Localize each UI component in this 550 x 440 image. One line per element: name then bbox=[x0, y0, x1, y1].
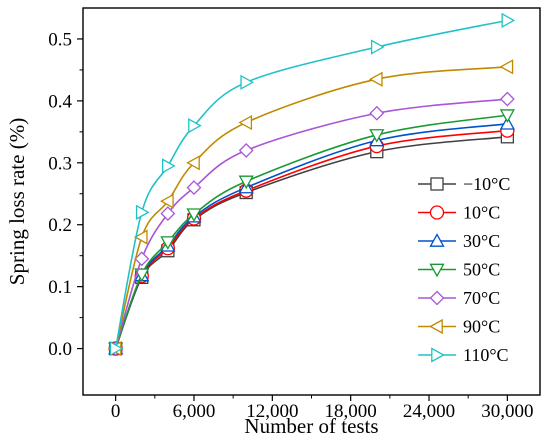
data-point bbox=[160, 236, 176, 250]
legend-item: 10°C bbox=[418, 203, 500, 223]
y-axis-title: Spring loss rate (%) bbox=[5, 118, 29, 285]
data-point bbox=[369, 105, 385, 121]
y-tick-label: 0.5 bbox=[48, 29, 72, 50]
legend-label: 110°C bbox=[463, 345, 509, 365]
legend-label: −10°C bbox=[463, 174, 510, 194]
data-point bbox=[160, 193, 174, 209]
legend-marker bbox=[429, 290, 445, 306]
legend-item: −10°C bbox=[418, 174, 510, 194]
y-tick-label: 0.2 bbox=[48, 215, 72, 236]
data-point bbox=[186, 208, 202, 223]
legend-marker bbox=[429, 263, 445, 278]
data-point bbox=[238, 142, 254, 158]
data-point bbox=[160, 206, 176, 221]
y-tick-label: 0.1 bbox=[48, 277, 72, 298]
legend-item: 30°C bbox=[418, 231, 500, 251]
data-point bbox=[501, 12, 516, 28]
legend-marker bbox=[431, 347, 445, 363]
data-point bbox=[186, 155, 200, 171]
data-point bbox=[133, 229, 148, 245]
series-line bbox=[114, 135, 508, 349]
legend-label: 90°C bbox=[463, 317, 500, 337]
y-tick-label: 0.3 bbox=[48, 153, 72, 174]
plot-series-layer bbox=[107, 12, 516, 357]
series-line bbox=[114, 114, 508, 349]
legend-label: 10°C bbox=[463, 203, 500, 223]
data-point bbox=[499, 91, 515, 107]
legend-marker bbox=[429, 233, 445, 247]
series-line bbox=[114, 19, 508, 349]
legend-marker bbox=[430, 177, 444, 191]
data-point bbox=[499, 115, 515, 130]
series-line bbox=[114, 66, 508, 349]
legend-label: 50°C bbox=[463, 260, 500, 280]
data-point bbox=[238, 175, 254, 190]
y-tick-label: 0.0 bbox=[48, 339, 72, 360]
legend-item: 50°C bbox=[418, 260, 500, 280]
x-tick-label: 0 bbox=[111, 401, 121, 422]
data-point bbox=[134, 251, 150, 267]
series-50C bbox=[108, 109, 515, 357]
series-line bbox=[114, 122, 508, 349]
legend-marker bbox=[429, 318, 443, 335]
series-110C bbox=[109, 12, 516, 357]
x-axis-title: Number of tests bbox=[244, 414, 378, 438]
x-tick-label: 24,000 bbox=[403, 401, 455, 422]
plot-frame bbox=[82, 7, 541, 396]
data-point bbox=[134, 268, 150, 283]
data-point bbox=[162, 158, 176, 174]
legend-item: 70°C bbox=[418, 288, 500, 308]
data-point bbox=[369, 129, 385, 143]
data-point bbox=[238, 114, 253, 131]
axes-layer: 0 6,000 12,000 18,000 24,000 30,000 0.0 0.1 0.2 0… bbox=[48, 29, 533, 422]
data-point bbox=[368, 71, 383, 87]
y-tick-label: 0.4 bbox=[48, 91, 72, 112]
data-point bbox=[109, 340, 124, 357]
series-70C bbox=[108, 91, 515, 356]
legend-label: 70°C bbox=[463, 288, 500, 308]
x-tick-label: 18,000 bbox=[325, 401, 377, 422]
data-point bbox=[240, 74, 255, 90]
data-point bbox=[499, 59, 514, 75]
series-line bbox=[114, 129, 508, 349]
legend-label: 30°C bbox=[463, 231, 500, 251]
x-tick-label: 6,000 bbox=[173, 401, 216, 422]
data-point bbox=[370, 39, 385, 55]
data-point bbox=[188, 118, 202, 134]
x-tick-label: 12,000 bbox=[246, 401, 298, 422]
series-30C bbox=[108, 115, 515, 355]
legend: −10°C 10°C 30°C 50°C 70°C 90°C 110°C bbox=[418, 174, 510, 365]
legend-marker bbox=[429, 205, 445, 220]
data-point bbox=[186, 180, 202, 195]
legend-item: 90°C bbox=[418, 317, 500, 337]
x-tick-label: 30,000 bbox=[481, 401, 533, 422]
data-point bbox=[135, 204, 150, 220]
legend-item: 110°C bbox=[418, 345, 509, 365]
data-point bbox=[499, 109, 515, 123]
